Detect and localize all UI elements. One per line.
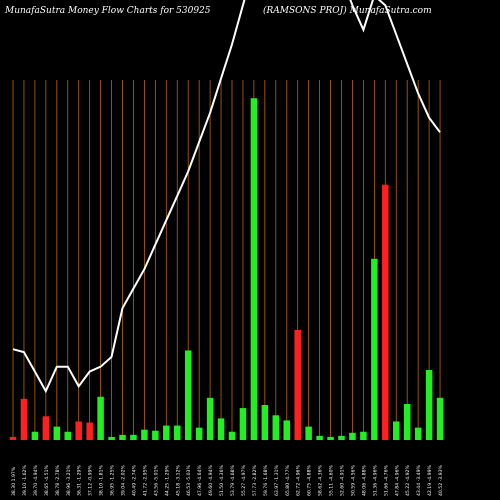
volume-bar-up [414,427,422,440]
volume-bar-down [75,421,82,440]
x-tick-label: 46.53 -5.03% [186,465,192,496]
volume-bar-up [436,397,444,440]
x-tick-label: 53.79 -4.68% [230,465,236,496]
x-tick-label: 38.10 -1.81% [99,465,105,496]
volume-bars [9,98,444,440]
x-tick-label: 43.56 -5.01% [153,465,159,496]
volume-bar-up [403,403,411,440]
x-tick-label: 48.06 -4.88% [361,465,367,496]
volume-bar-up [174,425,181,440]
x-tick-label: 37.12 -0.99% [88,465,94,496]
x-tick-label: 47.96 -4.64% [197,465,203,496]
volume-bar-down [42,416,50,440]
x-tick-label: 51.50 -4.36% [219,465,225,496]
volume-bar-up [393,421,400,440]
x-tick-label: 49.60 -4.94% [208,465,214,496]
volume-bar-down [294,329,301,440]
volume-bar-up [130,434,137,440]
volume-bar-up [316,435,323,440]
x-tick-label: 36.95 -1.25% [110,465,116,496]
x-tick-labels: 38.30 1.97% 39.10 -1.62% 39.70 -4.94% 38.65… [11,465,444,496]
volume-bar-up [31,431,39,440]
volume-bar-up [195,427,203,440]
volume-bar-up [163,425,170,440]
chart-title-right: (RAMSONS PROJ) MunafaSutra.com [263,5,432,16]
x-tick-label: 55.11 -4.60% [329,465,335,496]
volume-bar-up [338,435,345,440]
x-tick-label: 55.27 -4.97% [241,465,247,496]
x-tick-label: 39.10 -1.62% [22,465,28,496]
x-tick-label: 40.49 -2.74% [131,465,137,496]
volume-bar-down [20,398,28,440]
volume-bar-down [9,436,17,440]
volume-bar-up [228,431,236,440]
x-tick-label: 45.18 -3.12% [175,465,181,496]
x-tick-label: 36.31 -1.29% [77,465,83,496]
x-tick-label: 57.73 -2.82% [252,465,258,496]
price-line-group [12,0,441,394]
x-tick-label: 45.22 -4.92% [405,465,411,496]
x-tick-label: 60.75 -4.88% [307,465,313,496]
x-tick-label: 43.44 -3.49% [416,465,422,496]
x-tick-label: 40.52 -3.93% [438,465,444,496]
volume-bar-up [349,432,356,440]
volume-bar-up [261,405,269,440]
x-tick-label: 63.97 -1.31% [274,465,280,496]
volume-bar-up [64,431,71,440]
volume-bar-up [217,418,225,440]
volume-bar-up [371,258,378,440]
x-tick-label: 47.84 -4.96% [394,465,400,496]
x-tick-label: 38.96 -3.21% [66,465,72,496]
x-tick-label: 44.25 -1.29% [164,465,170,496]
x-tick-label: 39.04 -2.02% [121,465,127,496]
price-line [12,0,441,394]
x-tick-label: 52.60 -4.91% [340,465,346,496]
x-tick-label: 41.72 -2.95% [142,465,148,496]
volume-bar-up [184,350,192,440]
volume-bar-up [108,436,115,440]
chart-title-left: MunafaSutra Money Flow Charts for 530925 [4,6,211,16]
x-tick-label: 62.72 -4.96% [296,465,302,496]
volume-bar-up [97,396,104,440]
volume-bar-down [382,184,389,440]
volume-bar-up [152,430,159,440]
volume-bar-down [86,422,93,440]
x-tick-label: 42.19 -4.99% [427,465,433,496]
x-tick-label: 58.62 -4.36% [318,465,324,496]
x-tick-label: 39.70 -4.94% [33,465,39,496]
x-tick-label: 51.36 -4.96% [372,465,378,496]
volume-bar-up [53,426,61,440]
volume-bar-up [239,408,247,440]
volume-bar-up [283,420,290,440]
volume-bar-up [250,98,258,440]
volume-bar-up [206,397,214,440]
volume-bar-up [141,429,148,440]
x-tick-label: 51.66 -4.76% [383,465,389,496]
x-tick-label: 38.30 1.97% [11,466,17,496]
x-tick-label: 38.65 -4.51% [44,465,50,496]
volume-bar-up [272,415,280,440]
x-tick-label: 65.80 -4.77% [285,465,291,496]
x-tick-label: 38.78 -2.78% [55,465,61,496]
volume-bar-up [360,431,367,440]
x-tick-label: 59.76 -1.68% [263,465,269,496]
x-tick-label: 50.59 -4.56% [350,465,356,496]
volume-bar-up [305,426,312,440]
volume-bar-up [327,436,334,440]
volume-bar-up [119,434,126,440]
volume-bar-up [425,370,433,440]
